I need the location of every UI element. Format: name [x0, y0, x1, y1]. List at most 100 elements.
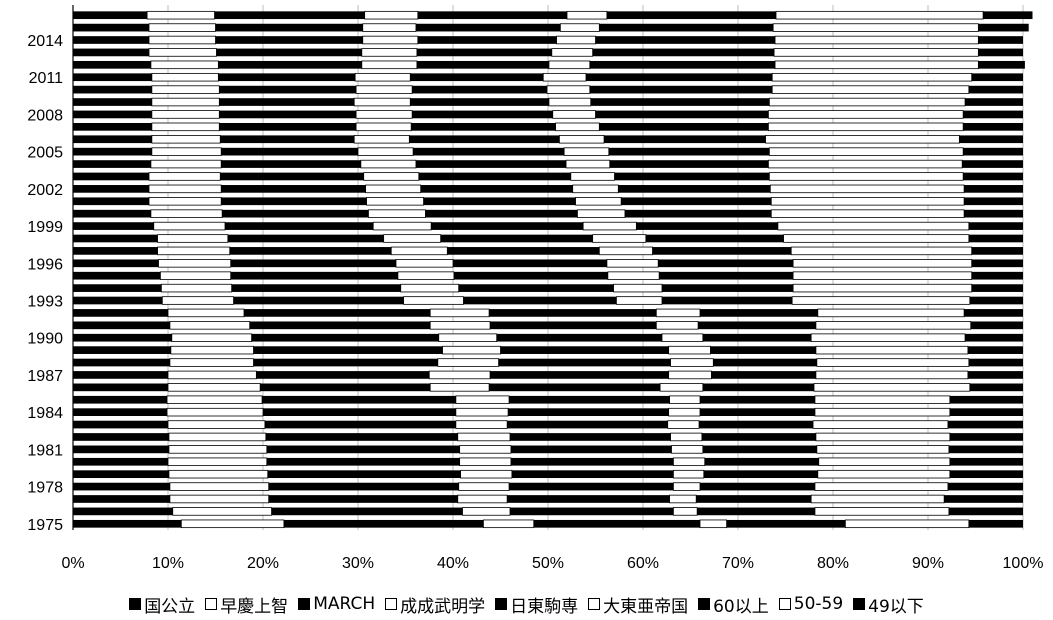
bar-segment: [151, 85, 220, 94]
bar-segment: [73, 222, 154, 230]
bar-segment: [963, 110, 1023, 119]
bar-segment: [215, 36, 363, 44]
x-tick-label: 80%: [817, 555, 849, 572]
bar-segment: [566, 10, 608, 20]
bar-segment: [73, 60, 151, 69]
bar-segment: [253, 358, 438, 367]
bar-segment: [462, 507, 511, 516]
bar-segment: [253, 346, 443, 354]
bar-segment: [366, 197, 424, 206]
y-tick-label: 1996: [27, 256, 63, 273]
bar-segment: [73, 358, 170, 367]
bar-segment: [159, 271, 232, 280]
y-tick-label: 1987: [27, 368, 63, 385]
bar-segment: [563, 147, 610, 156]
legend-swatch: [298, 598, 311, 610]
bar-segment: [166, 395, 263, 404]
bar-segment: [151, 147, 222, 156]
bar-segment: [772, 23, 979, 32]
bar-segment: [400, 283, 460, 293]
bar-segment: [949, 470, 1023, 479]
legend-item: 早慶上智: [205, 592, 288, 617]
bar-segment: [151, 122, 220, 132]
bar-segment: [150, 60, 219, 70]
bar-segment: [73, 371, 168, 379]
bar-segment: [251, 333, 439, 342]
bar-segment: [552, 110, 596, 119]
bar-segment: [969, 296, 1023, 305]
bar-segment: [157, 234, 229, 243]
bar-segment: [463, 296, 617, 305]
bar-segment: [606, 11, 776, 20]
bar-segment: [599, 122, 769, 131]
bar-segment: [362, 23, 417, 32]
bar-segment: [983, 11, 1033, 20]
x-tick-label: 70%: [722, 555, 754, 572]
bar-segment: [971, 247, 1023, 255]
bar-segment: [220, 172, 364, 181]
bar-segment: [768, 97, 966, 107]
bar-segment: [965, 98, 1023, 106]
bar-segment: [783, 234, 970, 243]
bar-segment: [959, 135, 1023, 144]
bar-segment: [607, 271, 660, 280]
bar-segment: [73, 470, 169, 479]
bar-segment: [944, 495, 1023, 503]
bar-segment: [699, 519, 728, 529]
bar-segment: [949, 408, 1023, 417]
y-tick-label: 1993: [27, 294, 63, 311]
bar-segment: [710, 346, 816, 354]
y-tick-label: 2008: [27, 107, 63, 124]
bar-segment: [948, 445, 1023, 454]
y-tick-label: 1975: [27, 517, 63, 534]
bar-segment: [774, 60, 979, 70]
bar-segment: [148, 172, 221, 181]
bar-segment: [429, 308, 490, 318]
bar-segment: [73, 209, 151, 218]
bar-segment: [971, 271, 1023, 280]
bar-segment: [167, 457, 268, 467]
bar-segment: [440, 234, 593, 243]
legend-label: 60以上: [713, 596, 769, 617]
bar-segment: [227, 234, 384, 243]
y-tick-label: 1978: [27, 480, 63, 497]
bar-segment: [416, 60, 549, 69]
bar-segment: [73, 147, 152, 156]
bar-segment: [73, 135, 152, 144]
bar-segment: [968, 234, 1023, 243]
bar-segment: [413, 147, 565, 156]
bar-segment: [702, 333, 812, 342]
bar-segment: [592, 48, 775, 57]
legend-label: 国公立: [144, 596, 196, 617]
bar-segment: [151, 97, 220, 107]
bar-segment: [621, 197, 772, 206]
bar-segment: [659, 271, 794, 280]
bar-segment: [490, 371, 669, 379]
bar-segment: [548, 97, 592, 107]
bar-segment: [219, 122, 357, 131]
bar-segment: [431, 222, 584, 230]
bar-segment: [429, 383, 490, 392]
bar-segment: [428, 370, 491, 380]
legend-label: 早慶上智: [220, 596, 289, 617]
bar-segment: [73, 395, 168, 404]
x-tick-label: 10%: [152, 555, 184, 572]
bar-segment: [948, 507, 1023, 516]
bar-segment: [814, 407, 951, 417]
bar-segment: [662, 284, 794, 292]
bar-segment: [818, 457, 951, 467]
bar-segment: [148, 23, 216, 32]
legend: 国公立 早慶上智 MARCH 成成武明学 日東駒専 大東亜帝国 60以上 50-59 49以下: [0, 590, 1053, 618]
bar-segment: [968, 222, 1023, 230]
bar-segment: [595, 110, 769, 119]
bar-segment: [489, 309, 657, 317]
bar-segment: [949, 433, 1023, 441]
legend-swatch: [853, 598, 866, 610]
bar-segment: [555, 122, 600, 132]
bar-segment: [459, 457, 512, 467]
bar-segment: [670, 358, 714, 367]
bar-segment: [397, 271, 455, 280]
bar-segment: [572, 184, 619, 194]
bar-segment: [669, 494, 697, 504]
bar-segment: [151, 135, 221, 144]
